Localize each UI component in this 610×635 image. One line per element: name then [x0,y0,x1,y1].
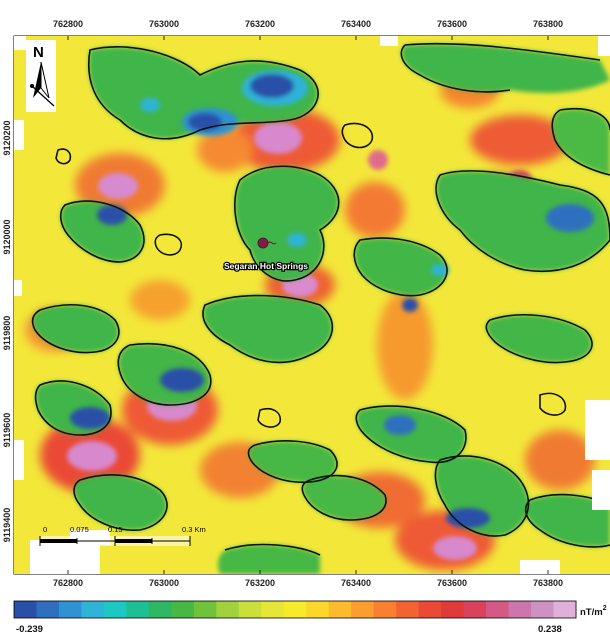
legend-swatch [441,601,465,618]
legend-swatch [148,601,172,618]
legend-swatch [486,601,510,618]
legend-swatch [103,601,127,618]
x-tick-bottom-5: 763800 [533,578,563,588]
x-axis-ticks-bottom [67,570,549,574]
negative-anomaly-zones [32,43,610,574]
legend-swatch [171,601,195,618]
legend-swatch [14,601,38,618]
y-tick-3: 9119600 [2,413,12,448]
legend-swatch [193,601,217,618]
legend-swatch [216,601,240,618]
legend-unit-exponent: 2 [603,605,607,612]
scale-label-2: 0.15 [108,525,123,534]
legend-swatch [328,601,352,618]
legend-unit: nT/m2 [580,605,607,618]
x-tick-bottom-3: 763400 [341,578,371,588]
legend-swatch [373,601,397,618]
legend-swatch [126,601,150,618]
x-tick-top-3: 763400 [341,19,371,29]
legend-swatch [238,601,262,618]
legend-swatch [58,601,83,618]
x-tick-bottom-0: 762800 [53,578,83,588]
legend-swatch [351,601,375,618]
legend-swatch [36,601,60,618]
y-tick-0: 9120200 [2,120,12,155]
x-axis-ticks-top [67,36,549,40]
x-tick-top-2: 763200 [245,19,275,29]
hot-spring-marker [257,237,277,249]
legend-swatch [261,601,285,618]
legend-unit-base: nT/m [580,607,603,618]
no-data-blocks [14,36,610,574]
legend-swatch [553,601,577,618]
x-tick-bottom-4: 763600 [437,578,467,588]
legend-swatch [396,601,420,618]
zero-contour-lines [31,42,610,556]
legend-swatch [508,601,532,618]
legend-color-ramp [14,601,577,618]
x-tick-top-4: 763600 [437,19,467,29]
y-tick-4: 9119400 [2,508,12,543]
legend-swatch [306,601,330,618]
scale-label-3: 0.3 Km [182,525,206,534]
x-tick-top-0: 762800 [53,19,83,29]
x-axis-labels-top: 762800 763000 763200 763400 763600 76380… [53,19,563,29]
legend-swatch [81,601,105,618]
legend-max-label: 0.238 [538,624,562,635]
y-axis-labels: 9120200 9120000 9119800 9119600 9119400 [2,120,12,542]
map-area: Segaran Hot Springs 0 0.075 0.15 0.3 Km … [14,36,610,574]
legend-swatch [463,601,487,618]
scale-label-0: 0 [43,525,47,534]
feature-label: Segaran Hot Springs [224,261,308,271]
legend-swatch [283,601,307,618]
x-tick-bottom-1: 763000 [149,578,179,588]
legend-min-label: -0.239 [16,624,43,635]
scale-bar: 0 0.075 0.15 0.3 Km [39,525,206,546]
x-tick-top-5: 763800 [533,19,563,29]
scale-label-1: 0.075 [70,525,89,534]
y-tick-1: 9120000 [2,219,12,254]
legend-swatch [418,601,442,618]
x-axis-labels-bottom: 762800 763000 763200 763400 763600 76380… [53,578,563,588]
x-tick-bottom-2: 763200 [245,578,275,588]
north-arrow: N [26,40,56,112]
north-label: N [33,44,44,61]
legend-swatch [531,601,555,618]
y-tick-2: 9119800 [2,316,12,351]
x-tick-top-1: 763000 [149,19,179,29]
color-legend: -0.239 0.238 nT/m2 [13,600,607,635]
